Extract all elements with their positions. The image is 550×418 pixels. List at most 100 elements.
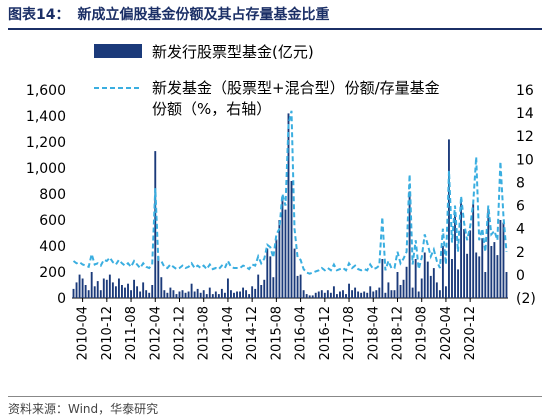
bar (184, 292, 187, 298)
bar (414, 259, 417, 298)
bar (108, 274, 111, 298)
bar (278, 220, 281, 298)
bar (441, 246, 444, 298)
bar-series (72, 113, 508, 299)
right-tick-label: 0 (516, 268, 525, 284)
bar (429, 275, 432, 298)
left-tick-label: 1,600 (26, 83, 66, 99)
bar (342, 290, 344, 298)
right-tick-label: 6 (516, 199, 525, 215)
bar (181, 290, 184, 298)
right-tick-label: (2) (516, 291, 536, 307)
bar (481, 238, 484, 298)
bar (320, 290, 323, 298)
bar (124, 287, 126, 298)
bar (457, 269, 459, 298)
x-tick-label: 2017-08 (342, 306, 357, 360)
axis-labels: 0 200 400 600 800 1,000 1,200 1,400 1,600 (2) 0 2 4 6… (26, 83, 536, 360)
bar (84, 285, 87, 298)
bar (463, 229, 466, 298)
bar (160, 277, 163, 298)
bar (387, 282, 390, 298)
bar (284, 209, 287, 298)
bar (187, 291, 190, 298)
bar (169, 287, 172, 298)
bar (311, 295, 314, 298)
x-tick-label: 2016-12 (318, 306, 333, 360)
bar (478, 256, 481, 298)
legend-line-label: 新发基金（股票型+混合型）份额/存量基金份额（%，右轴） (152, 79, 440, 118)
bar (93, 286, 96, 298)
x-tick-label: 2016-04 (294, 306, 309, 360)
bar (505, 272, 508, 298)
bar (493, 242, 496, 298)
bar (136, 286, 139, 298)
bar (208, 287, 211, 298)
bar (248, 294, 251, 298)
x-tick-label: 2018-12 (390, 306, 405, 360)
legend-bar-label: 新发行股票型基金(亿元) (152, 43, 314, 61)
bar (466, 253, 469, 298)
x-tick-label: 2015-08 (269, 306, 284, 360)
left-tick-label: 600 (39, 213, 66, 229)
right-tick-label: 16 (516, 83, 534, 99)
bar (354, 287, 357, 298)
bar (369, 286, 372, 298)
x-tick-label: 2010-04 (76, 306, 91, 360)
bar (287, 113, 290, 299)
bar (454, 214, 456, 298)
bar (293, 248, 296, 298)
bar (263, 279, 266, 298)
x-tick-label: 2010-12 (100, 306, 115, 360)
bar (329, 292, 332, 298)
bar (199, 292, 202, 298)
right-tick-label: 8 (516, 175, 525, 191)
x-tick-label: 2019-08 (415, 306, 430, 360)
bar (396, 272, 399, 298)
left-tick-label: 800 (39, 187, 66, 203)
bar (133, 279, 136, 298)
bar (351, 290, 354, 298)
bar (236, 291, 238, 298)
bar (266, 248, 269, 298)
bar (432, 268, 435, 298)
left-tick-label: 1,200 (26, 135, 66, 151)
legend-bar-swatch (94, 44, 142, 58)
bar (308, 295, 311, 298)
bar (72, 288, 75, 298)
bar (211, 294, 214, 298)
bar (375, 290, 378, 298)
figure-number: 图表14： (8, 7, 70, 23)
bar (78, 274, 81, 298)
bar (251, 286, 254, 298)
bar (175, 294, 178, 298)
legend: 新发行股票型基金(亿元) 新发基金（股票型+混合型）份额/存量基金份额（%，右轴） (94, 43, 440, 118)
right-tick-label: 2 (516, 245, 525, 261)
bar (148, 292, 151, 298)
bar (121, 285, 123, 298)
bar (399, 285, 402, 298)
bar (217, 294, 220, 298)
bar (178, 291, 181, 298)
bar (254, 288, 257, 298)
bar (154, 151, 157, 298)
bar (417, 291, 420, 298)
left-tick-label: 1,000 (26, 161, 66, 177)
bar (487, 209, 490, 298)
bar (220, 288, 223, 298)
bar (111, 282, 114, 298)
bar (360, 292, 363, 298)
x-tick-label: 2018-04 (366, 306, 381, 360)
bar (490, 246, 493, 298)
bar (499, 220, 502, 298)
bar (142, 282, 145, 298)
x-tick-label: 2014-12 (245, 306, 260, 360)
bar (139, 291, 142, 298)
bar (96, 281, 99, 298)
bar (272, 277, 275, 298)
bar (402, 279, 405, 298)
left-tick-label: 400 (39, 239, 66, 255)
bar (281, 196, 284, 298)
bar (257, 274, 260, 298)
bar (172, 290, 175, 298)
